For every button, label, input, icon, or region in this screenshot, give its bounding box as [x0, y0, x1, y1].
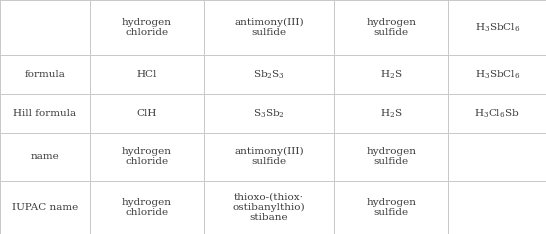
Text: ClH: ClH	[136, 109, 157, 118]
Text: $\mathregular{H_3SbCl_6}$: $\mathregular{H_3SbCl_6}$	[474, 21, 520, 34]
Text: $\mathregular{S_3Sb_2}$: $\mathregular{S_3Sb_2}$	[253, 107, 285, 120]
Text: hydrogen
chloride: hydrogen chloride	[122, 197, 172, 217]
Text: formula: formula	[25, 70, 66, 79]
Text: $\mathregular{H_3Cl_6Sb}$: $\mathregular{H_3Cl_6Sb}$	[474, 107, 520, 120]
Text: hydrogen
chloride: hydrogen chloride	[122, 147, 172, 166]
Text: hydrogen
sulfide: hydrogen sulfide	[366, 147, 416, 166]
Text: antimony(III)
sulfide: antimony(III) sulfide	[234, 18, 304, 37]
Text: hydrogen
sulfide: hydrogen sulfide	[366, 18, 416, 37]
Text: Hill formula: Hill formula	[13, 109, 76, 118]
Text: hydrogen
chloride: hydrogen chloride	[122, 18, 172, 37]
Text: $\mathregular{H_2S}$: $\mathregular{H_2S}$	[380, 107, 402, 120]
Text: antimony(III)
sulfide: antimony(III) sulfide	[234, 147, 304, 166]
Text: hydrogen
sulfide: hydrogen sulfide	[366, 197, 416, 217]
Text: IUPAC name: IUPAC name	[12, 203, 78, 212]
Text: thioxo-(thiox·
ostibanylthio)
stibane: thioxo-(thiox· ostibanylthio) stibane	[233, 192, 305, 222]
Text: HCl: HCl	[136, 70, 157, 79]
Text: $\mathregular{H_2S}$: $\mathregular{H_2S}$	[380, 68, 402, 81]
Text: $\mathregular{Sb_2S_3}$: $\mathregular{Sb_2S_3}$	[253, 68, 285, 81]
Text: $\mathregular{H_3SbCl_6}$: $\mathregular{H_3SbCl_6}$	[474, 68, 520, 81]
Text: name: name	[31, 152, 60, 161]
